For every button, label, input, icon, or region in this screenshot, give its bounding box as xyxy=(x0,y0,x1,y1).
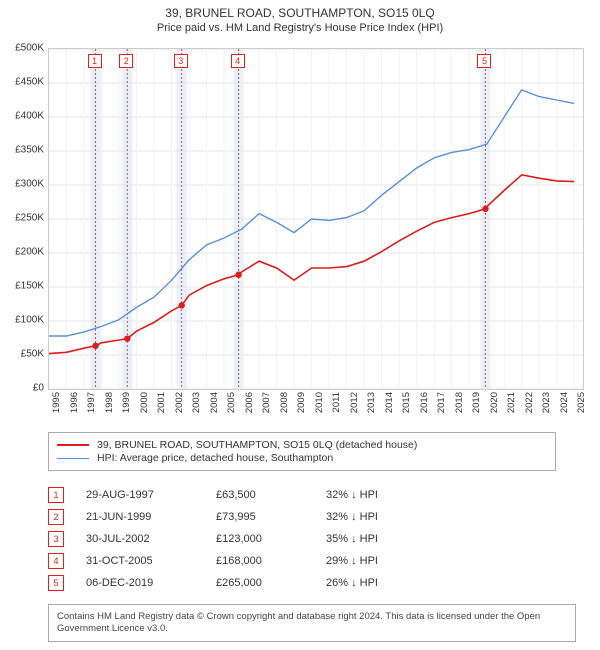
transaction-index: 3 xyxy=(48,531,64,547)
x-tick-label: 2005 xyxy=(226,392,237,413)
x-tick-label: 2002 xyxy=(174,392,185,413)
y-tick-label: £250K xyxy=(0,213,44,224)
legend-swatch xyxy=(57,444,89,446)
y-tick-label: £400K xyxy=(0,111,44,122)
x-tick-label: 2008 xyxy=(279,392,290,413)
chart-marker-index: 1 xyxy=(88,54,102,68)
transaction-diff: 32% ↓ HPI xyxy=(326,511,426,523)
transaction-price: £73,995 xyxy=(216,511,326,523)
x-tick-label: 2013 xyxy=(366,392,377,413)
x-tick-label: 2018 xyxy=(454,392,465,413)
x-tick-label: 2007 xyxy=(261,392,272,413)
transaction-index: 1 xyxy=(48,487,64,503)
page-title: 39, BRUNEL ROAD, SOUTHAMPTON, SO15 0LQ xyxy=(0,0,600,20)
chart-marker-index: 5 xyxy=(477,54,491,68)
transaction-diff: 29% ↓ HPI xyxy=(326,555,426,567)
y-tick-label: £350K xyxy=(0,145,44,156)
transaction-date: 30-JUL-2002 xyxy=(86,533,216,545)
transaction-row: 3 30-JUL-2002£123,00035% ↓ HPI xyxy=(48,528,426,550)
x-tick-label: 2003 xyxy=(191,392,202,413)
y-tick-label: £100K xyxy=(0,315,44,326)
chart-marker-index: 3 xyxy=(174,54,188,68)
x-tick-label: 1996 xyxy=(69,392,80,413)
transaction-price: £168,000 xyxy=(216,555,326,567)
price-chart xyxy=(48,48,584,390)
transactions-table: 1 29-AUG-1997£63,50032% ↓ HPI 2 21-JUN-1999… xyxy=(48,484,426,594)
x-tick-label: 2014 xyxy=(384,392,395,413)
x-tick-label: 1995 xyxy=(51,392,62,413)
x-tick-label: 1999 xyxy=(121,392,132,413)
chart-svg xyxy=(49,49,583,389)
transaction-diff: 35% ↓ HPI xyxy=(326,533,426,545)
chart-legend: 39, BRUNEL ROAD, SOUTHAMPTON, SO15 0LQ (… xyxy=(48,432,556,471)
transaction-date: 31-OCT-2005 xyxy=(86,555,216,567)
transaction-price: £63,500 xyxy=(216,489,326,501)
y-tick-label: £150K xyxy=(0,281,44,292)
x-tick-label: 2019 xyxy=(471,392,482,413)
x-tick-label: 2006 xyxy=(244,392,255,413)
transaction-row: 2 21-JUN-1999£73,99532% ↓ HPI xyxy=(48,506,426,528)
x-tick-label: 2021 xyxy=(506,392,517,413)
page-subtitle: Price paid vs. HM Land Registry's House … xyxy=(0,20,600,38)
transaction-price: £265,000 xyxy=(216,577,326,589)
legend-row: HPI: Average price, detached house, Sout… xyxy=(57,452,547,464)
x-tick-label: 2001 xyxy=(156,392,167,413)
x-tick-label: 2020 xyxy=(489,392,500,413)
transaction-diff: 26% ↓ HPI xyxy=(326,577,426,589)
transaction-row: 4 31-OCT-2005£168,00029% ↓ HPI xyxy=(48,550,426,572)
x-tick-label: 2023 xyxy=(541,392,552,413)
transaction-index: 2 xyxy=(48,509,64,525)
y-tick-label: £450K xyxy=(0,77,44,88)
transaction-diff: 32% ↓ HPI xyxy=(326,489,426,501)
legend-row: 39, BRUNEL ROAD, SOUTHAMPTON, SO15 0LQ (… xyxy=(57,439,547,451)
y-tick-label: £200K xyxy=(0,247,44,258)
chart-marker-index: 2 xyxy=(119,54,133,68)
transaction-row: 1 29-AUG-1997£63,50032% ↓ HPI xyxy=(48,484,426,506)
footer-attribution: Contains HM Land Registry data © Crown c… xyxy=(48,604,576,642)
transaction-date: 06-DEC-2019 xyxy=(86,577,216,589)
x-tick-label: 2004 xyxy=(209,392,220,413)
y-tick-label: £0 xyxy=(0,383,44,394)
x-tick-label: 1998 xyxy=(104,392,115,413)
x-tick-label: 2009 xyxy=(296,392,307,413)
transaction-index: 4 xyxy=(48,553,64,569)
page: 39, BRUNEL ROAD, SOUTHAMPTON, SO15 0LQ P… xyxy=(0,0,600,650)
x-tick-label: 2012 xyxy=(349,392,360,413)
y-tick-label: £50K xyxy=(0,349,44,360)
x-tick-label: 2017 xyxy=(436,392,447,413)
transaction-date: 21-JUN-1999 xyxy=(86,511,216,523)
x-tick-label: 2022 xyxy=(524,392,535,413)
chart-marker-index: 4 xyxy=(231,54,245,68)
transaction-date: 29-AUG-1997 xyxy=(86,489,216,501)
x-tick-label: 2016 xyxy=(419,392,430,413)
y-tick-label: £300K xyxy=(0,179,44,190)
x-tick-label: 2015 xyxy=(401,392,412,413)
legend-label: HPI: Average price, detached house, Sout… xyxy=(97,452,333,464)
legend-label: 39, BRUNEL ROAD, SOUTHAMPTON, SO15 0LQ (… xyxy=(97,439,417,451)
transaction-index: 5 xyxy=(48,575,64,591)
x-tick-label: 2000 xyxy=(139,392,150,413)
transaction-row: 5 06-DEC-2019£265,00026% ↓ HPI xyxy=(48,572,426,594)
x-tick-label: 2024 xyxy=(559,392,570,413)
legend-swatch xyxy=(57,458,89,459)
x-tick-label: 2011 xyxy=(331,392,342,412)
x-tick-label: 1997 xyxy=(86,392,97,413)
transaction-price: £123,000 xyxy=(216,533,326,545)
x-tick-label: 2010 xyxy=(314,392,325,413)
y-tick-label: £500K xyxy=(0,43,44,54)
x-tick-label: 2025 xyxy=(576,392,587,413)
